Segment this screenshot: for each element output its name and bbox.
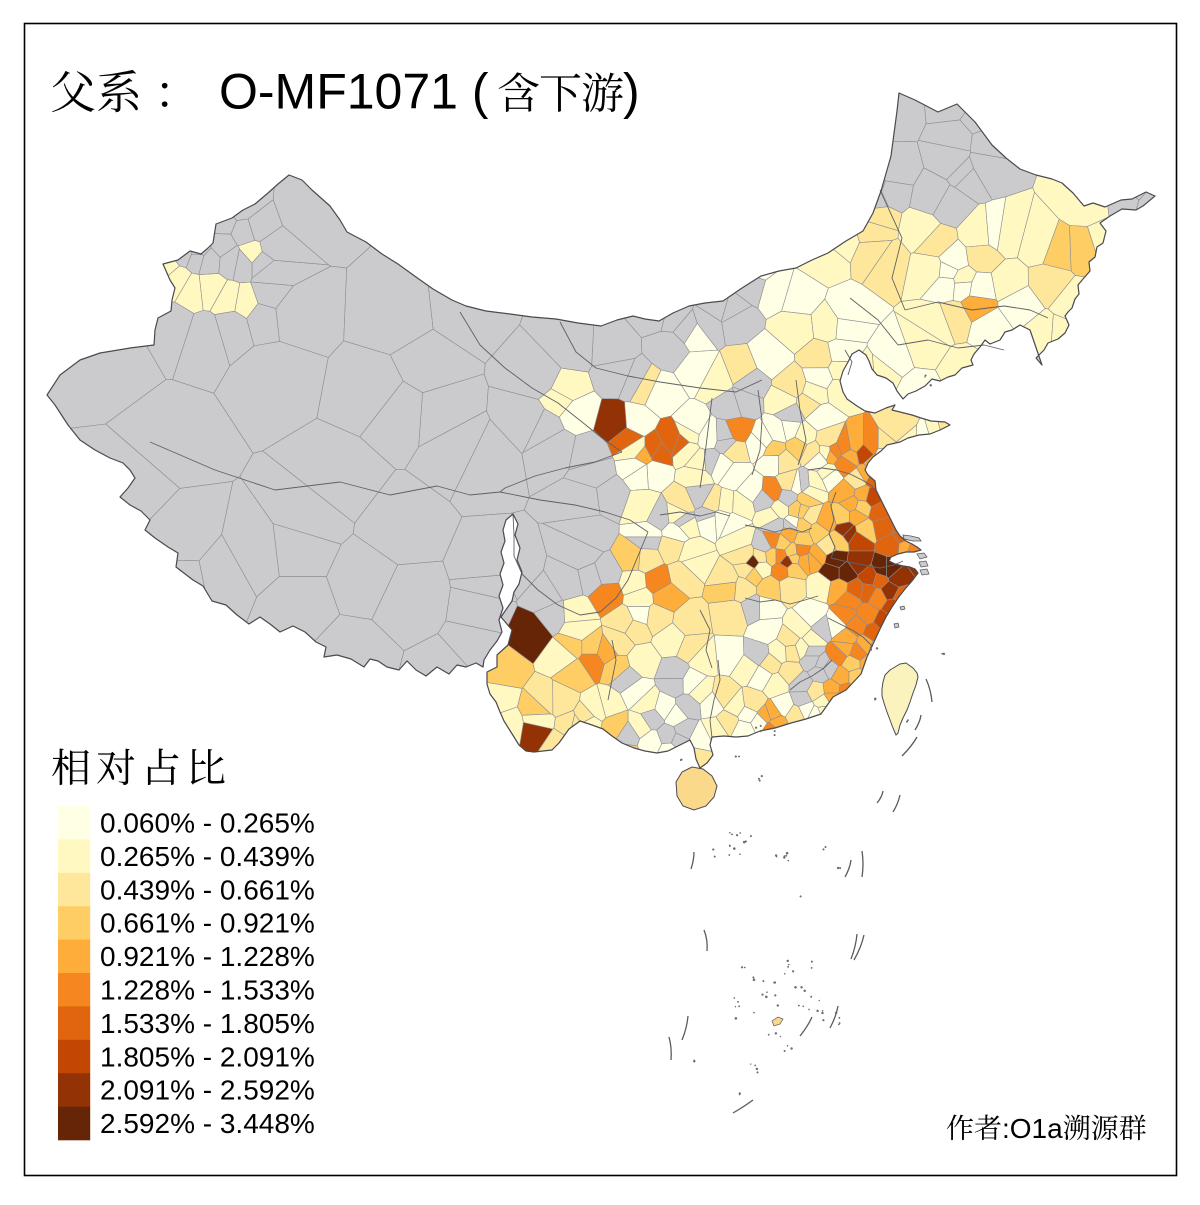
svg-text:2.592% - 3.448%: 2.592% - 3.448% [100, 1108, 315, 1139]
svg-text::O1a: :O1a [1002, 1113, 1063, 1144]
svg-text:0.921% - 1.228%: 0.921% - 1.228% [100, 941, 315, 972]
svg-text:0.060% - 0.265%: 0.060% - 0.265% [100, 808, 315, 839]
svg-text:0.439% - 0.661%: 0.439% - 0.661% [100, 874, 315, 905]
svg-text:2.091% - 2.592%: 2.091% - 2.592% [100, 1075, 315, 1106]
svg-text:O-MF1071 (: O-MF1071 ( [219, 64, 489, 120]
svg-text:1.228% - 1.533%: 1.228% - 1.533% [100, 975, 315, 1006]
svg-text:): ) [623, 64, 640, 120]
svg-text:0.265% - 0.439%: 0.265% - 0.439% [100, 841, 315, 872]
svg-text:1.805% - 2.091%: 1.805% - 2.091% [100, 1041, 315, 1072]
svg-text:0.661% - 0.921%: 0.661% - 0.921% [100, 908, 315, 939]
svg-text:1.533% - 1.805%: 1.533% - 1.805% [100, 1008, 315, 1039]
